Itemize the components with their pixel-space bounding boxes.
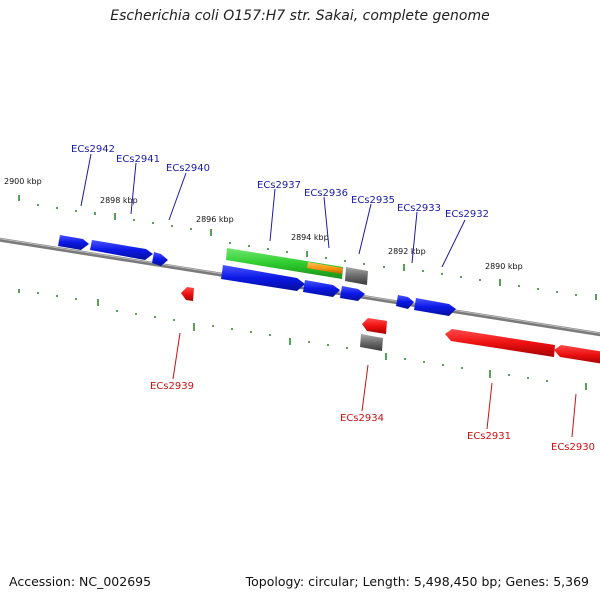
gray-feature-lower[interactable] bbox=[360, 334, 383, 351]
gene-arrow[interactable] bbox=[181, 287, 194, 301]
gene-label-ECs2935[interactable]: ECs2935 bbox=[351, 195, 395, 206]
forward-scale-ticks bbox=[18, 195, 597, 300]
gene-arrow[interactable] bbox=[340, 286, 365, 301]
gene-arrow[interactable] bbox=[221, 265, 305, 291]
gene-arrow[interactable] bbox=[414, 298, 456, 316]
gene-label-ECs2940[interactable]: ECs2940 bbox=[166, 163, 210, 174]
gene-label-ECs2934[interactable]: ECs2934 bbox=[340, 413, 384, 424]
gene-label-ECs2942[interactable]: ECs2942 bbox=[71, 144, 115, 155]
page-title: Escherichia coli O157:H7 str. Sakai, com… bbox=[110, 8, 490, 24]
gray-feature-upper[interactable] bbox=[345, 267, 368, 285]
gene-label-ECs2937[interactable]: ECs2937 bbox=[257, 180, 301, 191]
gene-arrow[interactable] bbox=[152, 252, 168, 266]
reverse-genes bbox=[181, 287, 600, 364]
reverse-gene-labels bbox=[172, 332, 577, 438]
gene-label-ECs2936[interactable]: ECs2936 bbox=[304, 188, 348, 199]
gene-arrow[interactable] bbox=[90, 240, 153, 260]
scale-label-2898: 2898 kbp bbox=[100, 196, 138, 205]
gene-label-ECs2933[interactable]: ECs2933 bbox=[397, 203, 441, 214]
scale-label-2892: 2892 kbp bbox=[388, 247, 426, 256]
gene-label-ECs2932[interactable]: ECs2932 bbox=[445, 209, 489, 220]
scale-label-2896: 2896 kbp bbox=[196, 215, 234, 224]
gene-arrow[interactable] bbox=[303, 280, 340, 297]
gene-label-ECs2941[interactable]: ECs2941 bbox=[116, 154, 160, 165]
gene-label-ECs2939[interactable]: ECs2939 bbox=[150, 381, 194, 392]
reverse-scale-ticks bbox=[18, 289, 587, 390]
gene-arrow[interactable] bbox=[554, 345, 600, 364]
forward-gene-labels bbox=[80, 153, 466, 268]
gene-arrow[interactable] bbox=[58, 235, 89, 250]
scale-label-2894: 2894 kbp bbox=[291, 233, 329, 242]
genome-summary-text: Topology: circular; Length: 5,498,450 bp… bbox=[245, 574, 589, 589]
gene-arrow[interactable] bbox=[362, 318, 387, 334]
feature-track bbox=[226, 248, 383, 351]
gene-label-ECs2930[interactable]: ECs2930 bbox=[551, 442, 595, 453]
scale-label-2890: 2890 kbp bbox=[485, 262, 523, 271]
gene-arrow[interactable] bbox=[396, 295, 414, 309]
cds-feature-orange[interactable] bbox=[307, 262, 343, 274]
cds-feature-green[interactable] bbox=[226, 248, 343, 279]
gene-label-ECs2931[interactable]: ECs2931 bbox=[467, 431, 511, 442]
accession-text: Accession: NC_002695 bbox=[9, 574, 152, 589]
gene-arrow[interactable] bbox=[445, 329, 555, 357]
scale-label-2900: 2900 kbp bbox=[4, 177, 42, 186]
forward-genes bbox=[58, 235, 456, 316]
